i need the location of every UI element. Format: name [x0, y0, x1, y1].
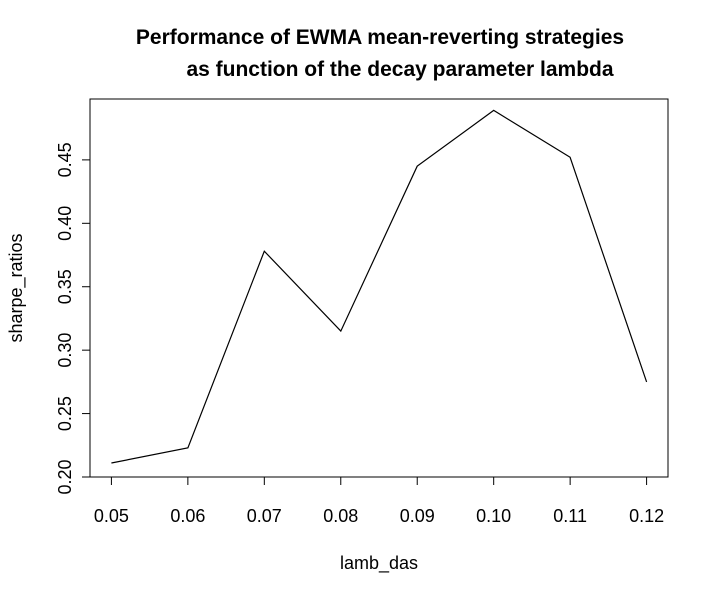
y-tick-label: 0.30 — [55, 333, 75, 368]
chart-title-line-2: as function of the decay parameter lambd… — [186, 58, 613, 81]
x-axis: 0.05 0.06 0.07 0.08 0.09 0.10 0.11 0.12 — [94, 477, 664, 526]
plot-frame — [89, 98, 669, 478]
x-tick-label: 0.09 — [400, 506, 435, 526]
x-tick-label: 0.06 — [170, 506, 205, 526]
chart-title-line-1: Performance of EWMA mean-reverting strat… — [136, 26, 624, 49]
x-tick-label: 0.08 — [323, 506, 358, 526]
y-tick-label: 0.35 — [55, 269, 75, 304]
x-tick-label: 0.05 — [94, 506, 129, 526]
x-tick-label: 0.10 — [476, 506, 511, 526]
x-tick-label: 0.11 — [553, 506, 587, 526]
data-points — [111, 110, 646, 463]
y-tick-label: 0.45 — [55, 142, 75, 177]
x-tick-label: 0.12 — [629, 506, 664, 526]
y-axis: 0.20 0.25 0.30 0.35 0.40 0.45 — [55, 142, 90, 495]
x-axis-label: lamb_das — [340, 553, 418, 574]
y-tick-label: 0.40 — [55, 206, 75, 241]
sharpe-ratio-line — [111, 109, 648, 464]
y-tick-label: 0.25 — [55, 396, 75, 431]
y-tick-label: 0.20 — [55, 459, 75, 494]
x-tick-label: 0.07 — [247, 506, 282, 526]
y-axis-label: sharpe_ratios — [6, 233, 27, 342]
